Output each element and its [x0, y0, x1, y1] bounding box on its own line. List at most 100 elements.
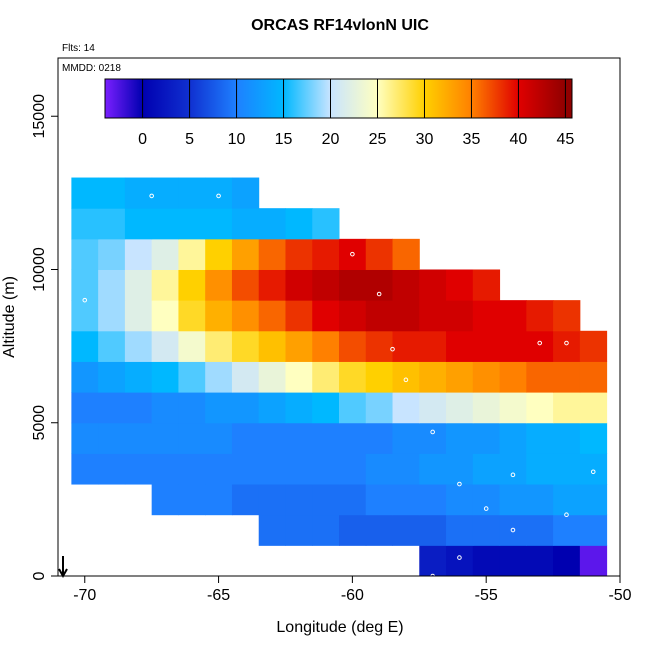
heat-cell: [392, 514, 420, 546]
heat-cell: [312, 453, 340, 485]
heat-cell: [205, 453, 233, 485]
heat-cell: [205, 300, 233, 332]
heat-cell: [339, 361, 367, 393]
subtitle: Flts: 14: [62, 43, 95, 54]
heat-cell: [231, 453, 260, 485]
track-point: [510, 527, 516, 533]
heat-cell: [124, 422, 153, 454]
x-tick-label: -70: [73, 587, 96, 604]
heat-cell: [98, 238, 126, 270]
heat-cell: [499, 545, 527, 577]
track-point: [564, 512, 569, 517]
heat-cell: [205, 238, 233, 270]
y-tick-label: 15000: [31, 94, 48, 139]
chart-title: ORCAS RF14vlonN UIC: [251, 17, 429, 34]
heat-cell: [526, 453, 554, 485]
heat-cell: [285, 361, 313, 393]
track-point: [296, 193, 302, 199]
y-tick-label: 5000: [31, 405, 48, 441]
heat-cell: [71, 208, 99, 240]
heat-cell: [365, 361, 394, 393]
heat-cell: [472, 361, 501, 393]
x-tick-label: -60: [341, 587, 364, 604]
heat-cell: [499, 484, 527, 516]
heat-cell: [178, 361, 206, 393]
heat-cell: [312, 269, 340, 301]
x-axis-label: Longitude (deg E): [276, 619, 403, 636]
heat-cell: [579, 422, 608, 454]
heat-cell: [553, 330, 581, 362]
track-point: [216, 193, 221, 199]
heat-cell: [446, 453, 474, 485]
heat-cell: [419, 545, 447, 577]
heat-cell: [178, 238, 206, 270]
heat-cell: [258, 514, 286, 546]
heat-cell: [526, 361, 554, 393]
heat-cell: [98, 269, 126, 301]
heat-cell: [472, 453, 501, 485]
colorbar-tick-label: 30: [416, 131, 434, 148]
heat-cell: [285, 514, 313, 546]
heat-cell: [419, 422, 447, 454]
track-point: [590, 469, 596, 475]
heat-cell: [446, 514, 474, 546]
heat-cell: [365, 453, 394, 485]
colorbar-tick-label: 15: [275, 131, 293, 148]
heat-cell: [419, 514, 447, 546]
heat-cell: [231, 269, 260, 301]
track-point: [403, 377, 409, 383]
heat-cell: [446, 269, 474, 301]
track-point: [149, 193, 154, 199]
heat-cell: [472, 269, 501, 301]
heat-cell: [71, 453, 99, 485]
heat-cell: [71, 392, 99, 424]
heat-cell: [419, 392, 447, 424]
heat-cell: [579, 545, 608, 577]
heat-cell: [124, 330, 153, 362]
colorbar-tick-label: 10: [228, 131, 246, 148]
heat-cell: [151, 484, 179, 516]
track-point: [457, 555, 462, 560]
heat-cell: [258, 238, 286, 270]
track-point: [510, 472, 516, 478]
track-point: [390, 346, 395, 352]
heat-cell: [579, 453, 608, 485]
track-point: [376, 291, 382, 297]
heat-cell: [339, 238, 367, 270]
heat-cell: [71, 300, 99, 332]
heat-cell: [365, 330, 394, 362]
heat-cell: [151, 392, 179, 424]
heat-cell: [312, 300, 340, 332]
heat-cell: [526, 545, 554, 577]
track-point: [537, 340, 543, 346]
heat-cell: [71, 269, 99, 301]
heat-cell: [579, 514, 608, 546]
heat-cell: [419, 269, 447, 301]
heat-cell: [419, 453, 447, 485]
heat-cell: [231, 238, 260, 270]
heat-cell: [98, 453, 126, 485]
heat-cell: [124, 269, 153, 301]
heat-cell: [205, 269, 233, 301]
heat-cell: [392, 392, 420, 424]
heat-cell: [419, 361, 447, 393]
heat-cell: [205, 361, 233, 393]
heat-cell: [205, 208, 233, 240]
heat-cell: [285, 392, 313, 424]
heat-cell: [553, 300, 581, 332]
colorbar-tick-label: 25: [369, 131, 387, 148]
heat-cell: [71, 330, 99, 362]
heat-cell: [231, 361, 260, 393]
plot-frame: [57, 57, 621, 577]
heat-cell: [446, 330, 474, 362]
heat-cell: [151, 422, 179, 454]
heat-cell: [392, 238, 420, 270]
heat-cell: [312, 361, 340, 393]
heat-cell: [499, 330, 527, 362]
heat-cell: [151, 177, 179, 209]
heat-cell: [339, 453, 367, 485]
heat-cell: [258, 361, 286, 393]
heat-cell: [151, 208, 179, 240]
colorbar-tick-label: 35: [463, 131, 481, 148]
heat-cell: [499, 514, 527, 546]
